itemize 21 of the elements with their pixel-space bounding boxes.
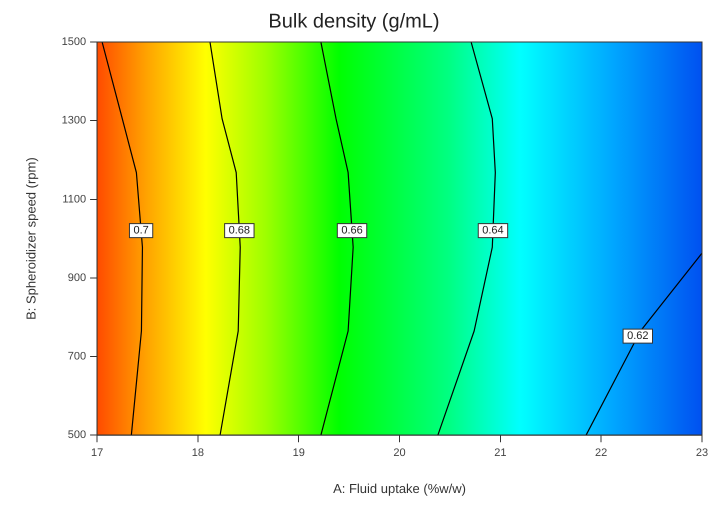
x-tick-label: 22 [595, 446, 608, 459]
series-label: 0.7 [133, 224, 149, 237]
x-tick-label: 20 [393, 446, 406, 459]
x-tick-label: 23 [696, 446, 708, 459]
x-tick-label: 17 [90, 446, 104, 459]
series-label: 0.64 [482, 224, 504, 237]
x-tick-label: 19 [292, 446, 305, 459]
y-tick-label: 900 [68, 272, 86, 284]
x-axis-title: A: Fluid uptake (%w/w) [333, 480, 466, 496]
series-label: 0.68 [228, 224, 250, 237]
y-tick-label: 500 [68, 429, 86, 442]
y-tick-label: 1100 [62, 193, 86, 206]
y-tick-label: 1500 [62, 36, 86, 48]
x-tick-label: 21 [494, 446, 506, 459]
series-label: 0.66 [341, 224, 363, 237]
y-axis-title: B: Spheroidizer speed (rpm) [23, 157, 38, 320]
chart-title: Bulk density (g/mL) [268, 10, 440, 33]
y-tick-label: 700 [68, 350, 86, 363]
y-tick-label: 1300 [62, 114, 86, 127]
series-label: 0.62 [627, 330, 649, 342]
x-tick-label: 18 [192, 446, 204, 459]
